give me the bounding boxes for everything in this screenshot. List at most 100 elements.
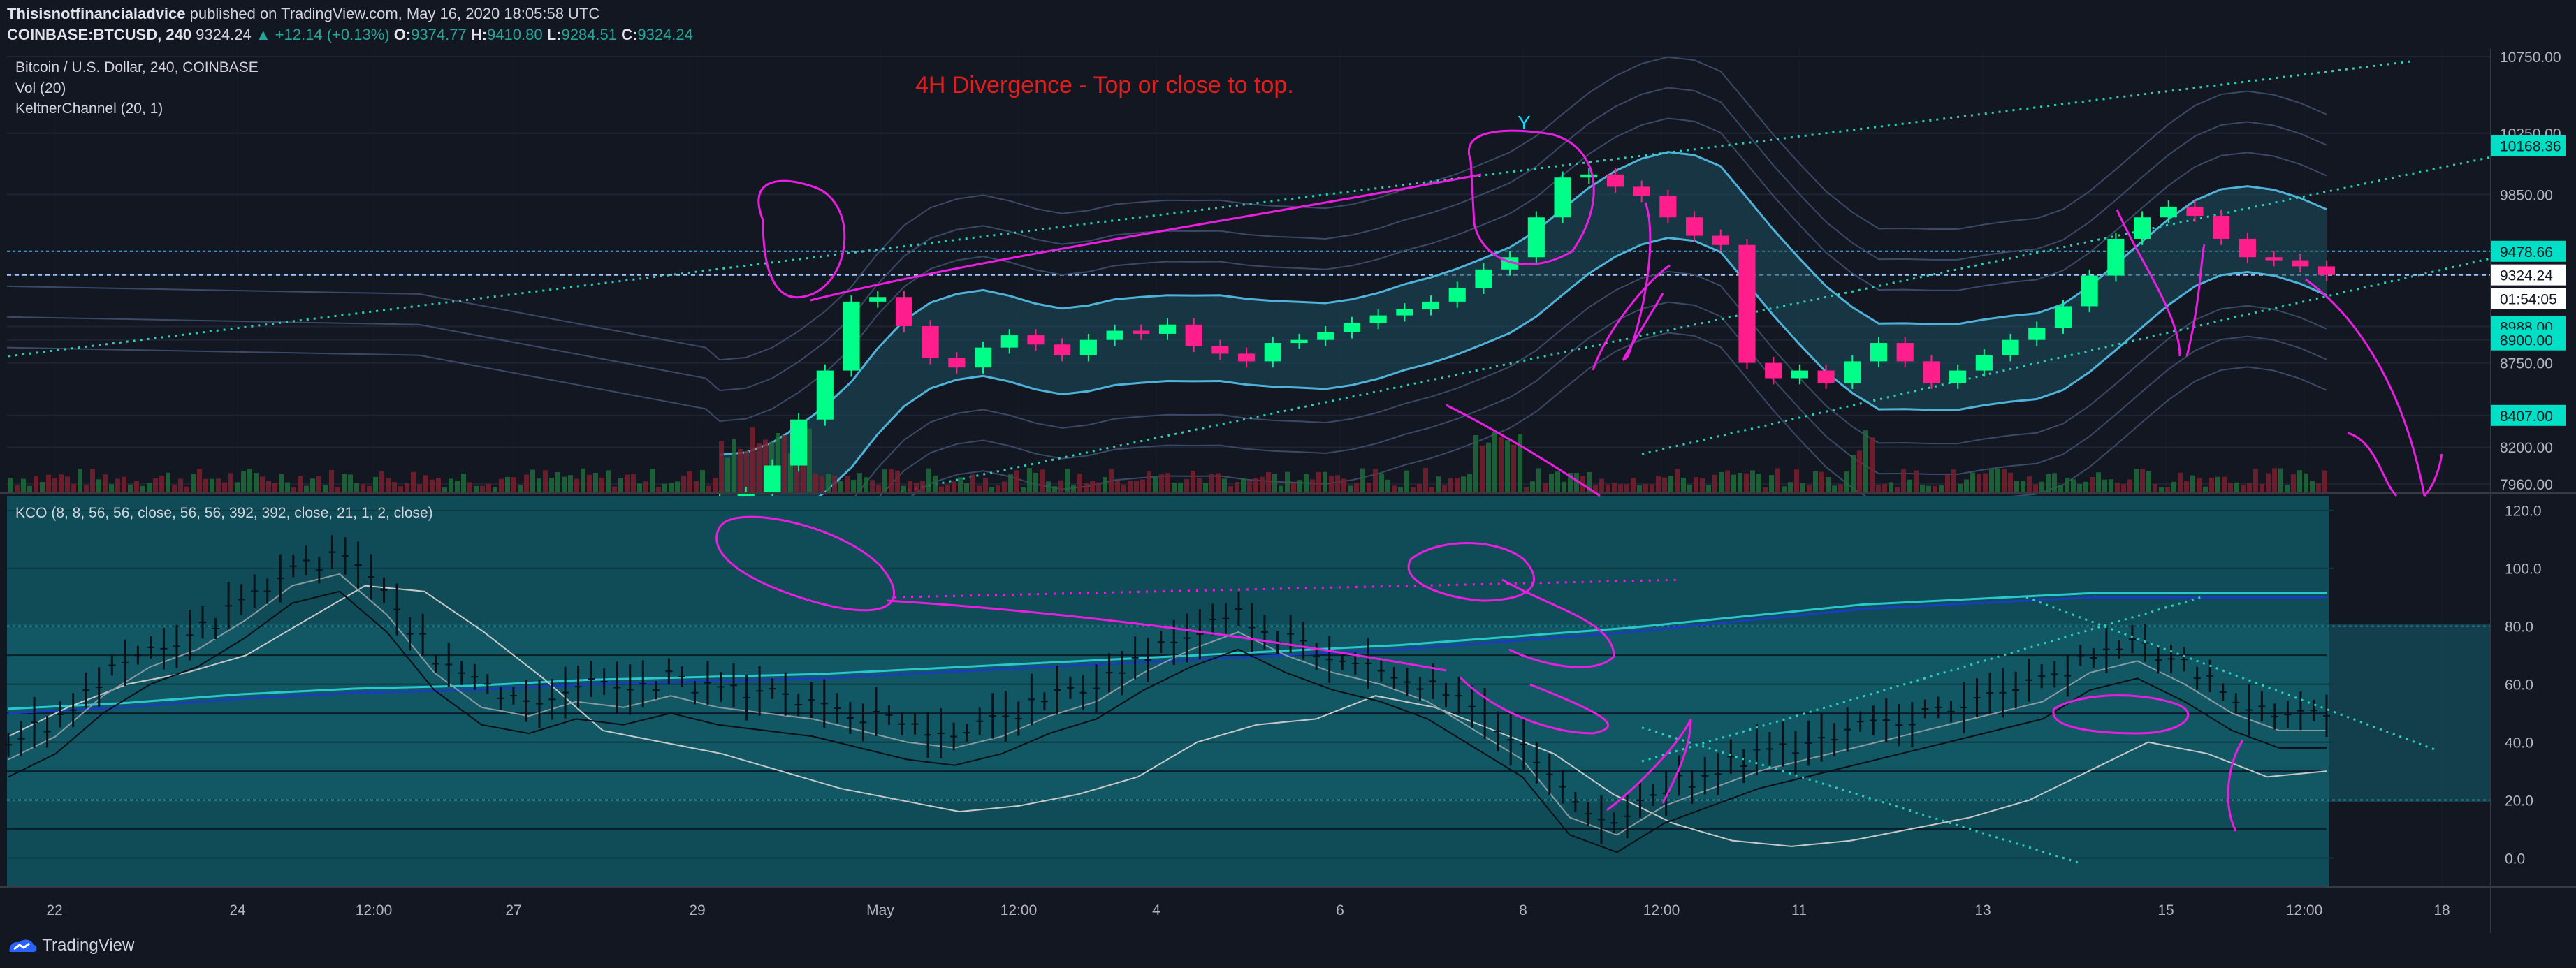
volume-bar bbox=[1128, 481, 1133, 493]
volume-bar bbox=[474, 485, 479, 493]
volume-bar bbox=[1933, 486, 1937, 493]
candle bbox=[1923, 361, 1940, 383]
volume-bar bbox=[1945, 475, 1950, 493]
volume-bar bbox=[1203, 483, 1208, 493]
freehand-drawings[interactable] bbox=[715, 129, 2443, 832]
volume-bar bbox=[2071, 479, 2076, 493]
volume-bar bbox=[386, 478, 391, 493]
volume-bar bbox=[2203, 486, 2208, 493]
publish-header: Thisisnotfinancialadvice published on Tr… bbox=[0, 0, 2576, 49]
volume-bar bbox=[1285, 471, 1290, 493]
volume-bar bbox=[1895, 487, 1900, 493]
kco-tick-label: 40.0 bbox=[2505, 735, 2533, 751]
price-tick-label: 8750.00 bbox=[2500, 356, 2553, 372]
volume-bar bbox=[1272, 474, 1277, 493]
volume-bar bbox=[329, 469, 334, 493]
volume-bar bbox=[1851, 455, 1856, 493]
volume-bar bbox=[1266, 471, 1271, 493]
time-tick-label: 4 bbox=[1152, 902, 1160, 918]
channel-upper bbox=[719, 151, 2327, 456]
price-axis[interactable]: 10750.0010250.009850.009478.669324.2401:… bbox=[2491, 50, 2566, 493]
kco-bars bbox=[5, 535, 2439, 865]
volume-bar bbox=[1279, 485, 1283, 493]
volume-bar bbox=[147, 483, 152, 493]
volume-bar bbox=[1486, 442, 1491, 493]
price-label-box bbox=[2491, 288, 2566, 309]
volume-bar bbox=[417, 484, 422, 493]
volume-bar bbox=[537, 478, 541, 493]
volume-bar bbox=[889, 469, 894, 493]
volume-bar bbox=[1247, 481, 1252, 493]
time-tick-label: 12:00 bbox=[1643, 902, 1680, 918]
volume-bar bbox=[310, 478, 315, 493]
volume-bar bbox=[1612, 482, 1617, 493]
volume-bar bbox=[1631, 478, 1636, 493]
volume-bar bbox=[1008, 474, 1013, 493]
volume-bar bbox=[845, 476, 850, 493]
volume-bar bbox=[1694, 477, 1698, 493]
volume-bar bbox=[65, 476, 70, 493]
volume-bar bbox=[1606, 484, 1610, 493]
candle bbox=[1580, 174, 1598, 178]
volume-bar bbox=[1970, 472, 1975, 493]
volume-bar bbox=[461, 473, 466, 493]
price-tick-label: 8407.00 bbox=[2500, 409, 2553, 425]
volume-bar bbox=[323, 485, 328, 493]
legend-keltner: KeltnerChannel (20, 1) bbox=[15, 101, 163, 117]
volume-bar bbox=[1455, 478, 1460, 493]
volume-bar bbox=[1077, 474, 1082, 493]
candle bbox=[1686, 217, 1703, 236]
volume-bar bbox=[970, 474, 975, 493]
kco-axis[interactable]: 120.0 100.0 80.0 60.0 40.0 20.0 0.0 bbox=[2505, 504, 2542, 867]
volume-bar bbox=[1907, 479, 1912, 493]
volume-bar bbox=[901, 485, 906, 493]
volume-bar bbox=[1662, 477, 1667, 493]
volume-bar bbox=[1310, 479, 1315, 493]
publisher-name[interactable]: Thisisnotfinancialadvice bbox=[7, 5, 186, 22]
volume-bar bbox=[2014, 481, 2019, 493]
volume-bar bbox=[801, 446, 806, 493]
tradingview-brand[interactable]: TradingView bbox=[42, 936, 135, 955]
close-label: C: bbox=[621, 26, 638, 43]
volume-bar bbox=[2272, 468, 2277, 493]
candle bbox=[1554, 177, 1571, 218]
volume-bar bbox=[1354, 483, 1359, 493]
volume-bar bbox=[379, 471, 384, 493]
volume-bar bbox=[1033, 472, 1038, 493]
candle bbox=[1106, 330, 1123, 340]
volume-bar bbox=[1599, 478, 1604, 493]
price-label-box bbox=[2491, 264, 2566, 286]
last-price: 9324.24 bbox=[196, 26, 252, 43]
volume-bar bbox=[1058, 480, 1063, 493]
volume-bar bbox=[1297, 480, 1302, 493]
candle bbox=[895, 297, 912, 326]
volume-bar bbox=[2077, 483, 2082, 493]
volume-bar bbox=[864, 477, 868, 493]
volume-bar bbox=[2033, 484, 2038, 493]
volume-bar bbox=[908, 481, 912, 493]
volume-bar bbox=[952, 481, 956, 493]
trendline-upper bbox=[8, 60, 2411, 358]
volume-bar bbox=[675, 481, 680, 493]
volume-bar bbox=[1467, 474, 1472, 493]
volume-bar bbox=[1763, 487, 1768, 493]
volume-bar bbox=[1964, 479, 1969, 493]
volume-bar bbox=[1348, 485, 1353, 493]
volume-bar bbox=[1071, 484, 1076, 493]
time-axis[interactable]: 22 24 12:00 27 29 May 12:00 4 6 8 12:00 11 13 15 12:00… bbox=[46, 902, 2450, 918]
volume-bar bbox=[1304, 474, 1309, 493]
time-tick-label: 24 bbox=[229, 902, 246, 918]
volume-bar bbox=[2316, 483, 2321, 493]
candle bbox=[1211, 346, 1229, 354]
kco-tick-label: 80.0 bbox=[2505, 619, 2533, 636]
volume-bar bbox=[895, 470, 900, 493]
chart-canvas[interactable]: Y 4H Divergence - Top or close to top. B… bbox=[0, 49, 2576, 933]
volume-bar bbox=[1442, 485, 1447, 493]
volume-bar bbox=[197, 469, 202, 493]
volume-bar bbox=[348, 474, 353, 493]
candle bbox=[1290, 339, 1308, 344]
legend-kco: KCO (8, 8, 56, 56, close, 56, 56, 392, 3… bbox=[15, 505, 433, 521]
channel-outer-band bbox=[6, 87, 2327, 392]
price-tick-label: 8200.00 bbox=[2500, 440, 2553, 456]
volume-bar bbox=[1360, 468, 1365, 493]
